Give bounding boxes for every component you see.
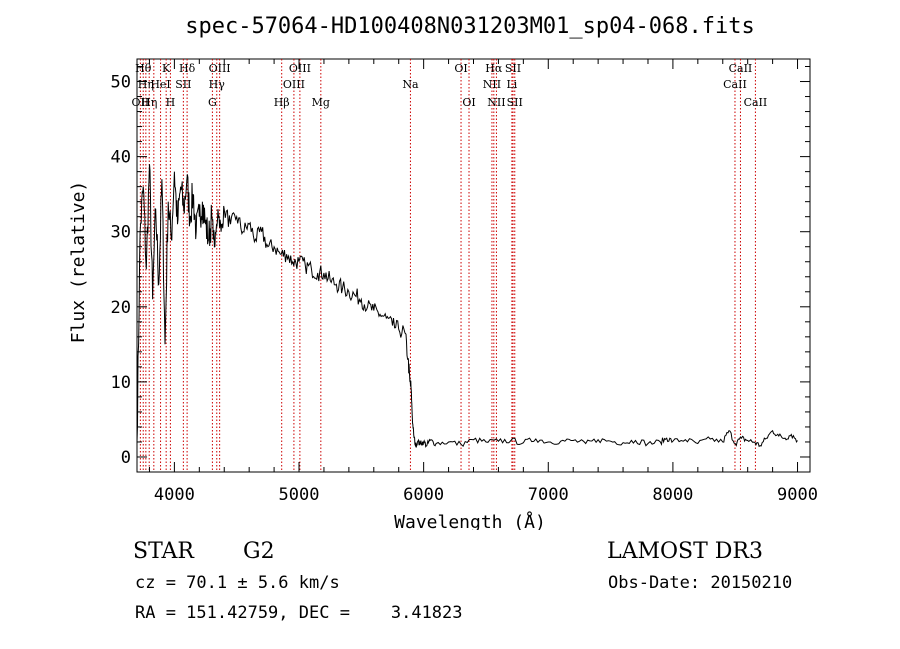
line-label: Li (506, 78, 517, 91)
x-tick-label: 5000 (279, 485, 320, 505)
line-label: OIII (289, 62, 311, 75)
line-label: HeI (150, 78, 170, 91)
line-label: OII (132, 96, 150, 109)
line-label: G (208, 96, 217, 109)
observation-date: Obs-Date: 20150210 (608, 573, 793, 593)
line-label: K (162, 62, 171, 75)
line-label: Hη (141, 96, 157, 109)
line-label: Hβ (274, 96, 290, 109)
y-tick-label: 50 (111, 73, 131, 93)
y-tick-label: 30 (111, 223, 131, 243)
spectrum-line (136, 164, 798, 448)
object-class: G2 (243, 539, 275, 564)
line-label: OI (454, 62, 467, 75)
object-type: STAR (133, 539, 194, 564)
x-axis: 4000 5000 6000 7000 8000 9000 (148, 59, 818, 505)
line-label: CaII (744, 96, 768, 109)
line-label: Na (402, 78, 419, 91)
y-tick-label: 0 (121, 448, 131, 468)
y-tick-label: 40 (111, 148, 131, 168)
line-label: Hδ (179, 62, 196, 75)
x-tick-label: 9000 (777, 485, 818, 505)
x-tick-label: 6000 (403, 485, 444, 505)
line-label: OIII (209, 62, 231, 75)
line-label: CaII (729, 62, 753, 75)
y-tick-label: 20 (111, 298, 131, 318)
spectrum-chart: spec-57064-HD100408N031203M01_sp04-068.f… (68, 14, 818, 530)
line-label: NII (487, 96, 505, 109)
line-label: CaII (723, 78, 747, 91)
spectral-line-labels: OIIHθHηHηHeIKHSIIHδGHγOIIIHβOIIIOIIIMgNa… (132, 62, 768, 109)
line-label: Hα (485, 62, 503, 75)
coordinates-readout: RA = 151.42759, DEC = 3.41823 (135, 603, 463, 623)
x-tick-label: 8000 (652, 485, 693, 505)
line-label: Hθ (135, 62, 152, 75)
survey-name: LAMOST DR3 (607, 539, 763, 564)
plot-frame (136, 58, 811, 473)
line-label: Mg (312, 96, 330, 109)
spectral-line-markers (139, 59, 756, 472)
line-label: H (166, 96, 176, 109)
y-axis-label: Flux (relative) (68, 181, 89, 344)
line-label: OI (462, 96, 475, 109)
x-axis-label: Wavelength (Å) (394, 511, 546, 530)
line-label: SII (505, 62, 521, 75)
y-tick-label: 10 (111, 373, 131, 393)
y-axis: 0 10 20 30 40 50 (111, 66, 810, 468)
line-label: SII (175, 78, 191, 91)
redshift-readout: cz = 70.1 ± 5.6 km/s (135, 573, 340, 593)
line-label: NII (483, 78, 501, 91)
line-label: Hγ (209, 78, 226, 91)
x-tick-label: 4000 (154, 485, 195, 505)
line-label: SII (507, 96, 523, 109)
x-tick-label: 7000 (528, 485, 569, 505)
chart-title: spec-57064-HD100408N031203M01_sp04-068.f… (185, 14, 755, 39)
line-label: OIII (283, 78, 305, 91)
